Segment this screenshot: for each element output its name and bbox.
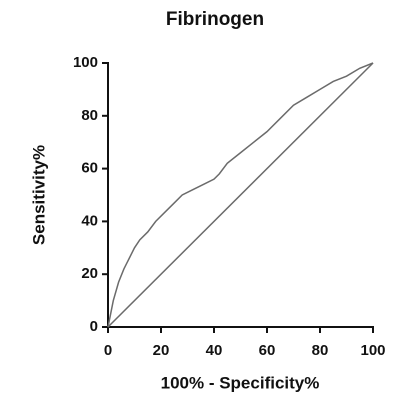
y-tick-label: 100: [73, 54, 98, 71]
roc-line: [107, 62, 374, 328]
y-tick-label: 40: [81, 212, 98, 229]
x-axis-label: 100% - Specificity%: [161, 373, 320, 392]
y-axis-label: Sensitivity%: [29, 145, 48, 245]
roc-line: [107, 62, 374, 328]
x-tick-label: 0: [104, 342, 112, 359]
y-tick-label: 0: [90, 318, 98, 335]
y-tick-label: 80: [81, 107, 98, 124]
x-tick-label: 80: [312, 342, 329, 359]
x-tick-label: 20: [153, 342, 170, 359]
y-tick-label: 60: [81, 160, 98, 177]
y-tick-label: 20: [81, 265, 98, 282]
chart-title: Fibrinogen: [166, 9, 264, 30]
x-tick-label: 60: [259, 342, 276, 359]
x-tick-label: 40: [206, 342, 223, 359]
x-tick-label: 100: [360, 342, 385, 359]
